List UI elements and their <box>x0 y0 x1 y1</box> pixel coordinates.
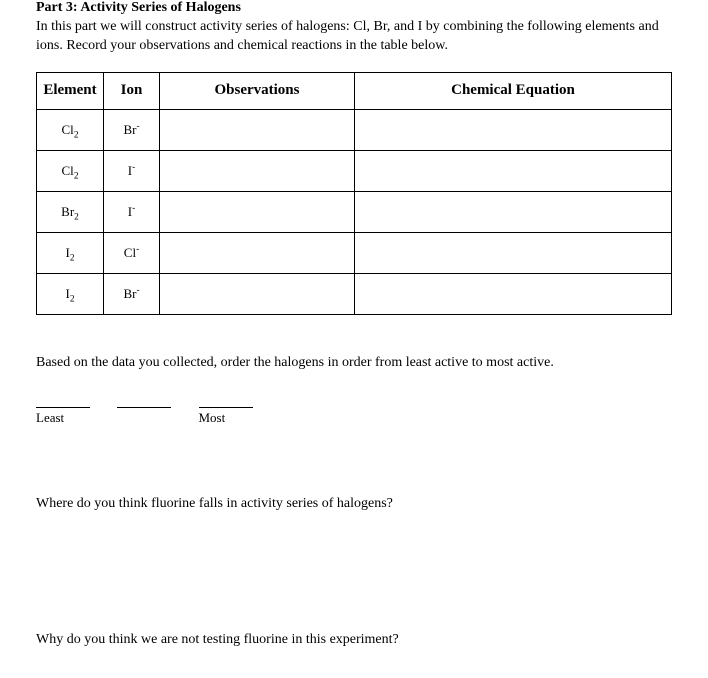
col-element: Element <box>37 72 104 109</box>
cell-observations <box>160 150 355 191</box>
cell-ion: I- <box>104 150 160 191</box>
table-body: Cl2Br-Cl2I-Br2I-I2Cl-I2Br- <box>37 109 672 314</box>
ordering-blanks: Least Most <box>36 407 672 426</box>
cell-ion: Br- <box>104 273 160 314</box>
blank-most: Most <box>199 407 253 426</box>
section-heading: Part 3: Activity Series of Halogens <box>36 0 672 16</box>
table-row: I2Cl- <box>37 232 672 273</box>
cell-ion: I- <box>104 191 160 232</box>
cell-element: Cl2 <box>37 109 104 150</box>
table-row: I2Br- <box>37 273 672 314</box>
cell-observations <box>160 232 355 273</box>
cell-equation <box>355 109 672 150</box>
col-ion: Ion <box>104 72 160 109</box>
cell-equation <box>355 191 672 232</box>
question-order-halogens: Based on the data you collected, order t… <box>36 355 672 371</box>
table-header-row: Element Ion Observations Chemical Equati… <box>37 72 672 109</box>
worksheet-page: Part 3: Activity Series of Halogens In t… <box>0 0 708 678</box>
blank-least: Least <box>36 407 90 426</box>
cell-element: I2 <box>37 273 104 314</box>
table-row: Cl2Br- <box>37 109 672 150</box>
cell-ion: Br- <box>104 109 160 150</box>
section-intro: In this part we will construct activity … <box>36 18 672 56</box>
cell-observations <box>160 273 355 314</box>
cell-element: Cl2 <box>37 150 104 191</box>
cell-ion: Cl- <box>104 232 160 273</box>
cell-equation <box>355 273 672 314</box>
cell-element: I2 <box>37 232 104 273</box>
question-fluorine-not-tested: Why do you think we are not testing fluo… <box>36 632 672 648</box>
observations-table: Element Ion Observations Chemical Equati… <box>36 72 672 315</box>
cell-equation <box>355 232 672 273</box>
cell-element: Br2 <box>37 191 104 232</box>
col-equation: Chemical Equation <box>355 72 672 109</box>
col-observations: Observations <box>160 72 355 109</box>
blank-middle <box>117 407 171 426</box>
cell-equation <box>355 150 672 191</box>
table-row: Cl2I- <box>37 150 672 191</box>
cell-observations <box>160 109 355 150</box>
question-fluorine-position: Where do you think fluorine falls in act… <box>36 496 672 512</box>
table-row: Br2I- <box>37 191 672 232</box>
cell-observations <box>160 191 355 232</box>
